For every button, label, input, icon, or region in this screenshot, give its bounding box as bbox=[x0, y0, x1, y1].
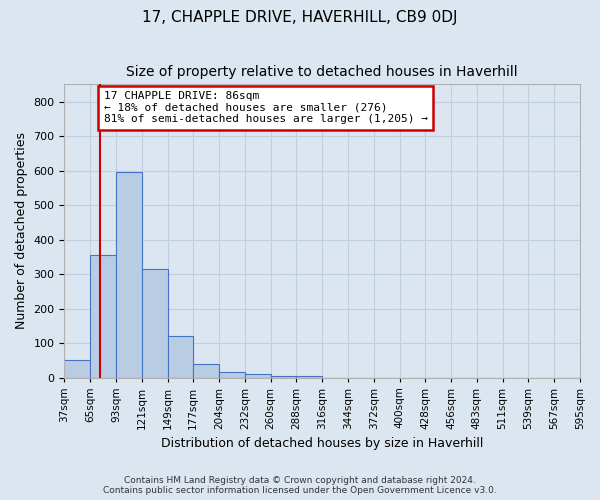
Text: Contains HM Land Registry data © Crown copyright and database right 2024.
Contai: Contains HM Land Registry data © Crown c… bbox=[103, 476, 497, 495]
Bar bbox=[116, 172, 142, 378]
Bar bbox=[219, 372, 245, 378]
Bar bbox=[64, 360, 90, 378]
Bar bbox=[271, 376, 296, 378]
X-axis label: Distribution of detached houses by size in Haverhill: Distribution of detached houses by size … bbox=[161, 437, 484, 450]
Bar bbox=[245, 374, 271, 378]
Y-axis label: Number of detached properties: Number of detached properties bbox=[15, 132, 28, 330]
Text: 17, CHAPPLE DRIVE, HAVERHILL, CB9 0DJ: 17, CHAPPLE DRIVE, HAVERHILL, CB9 0DJ bbox=[142, 10, 458, 25]
Bar bbox=[142, 269, 167, 378]
Bar bbox=[193, 364, 219, 378]
Bar bbox=[90, 255, 116, 378]
Text: 17 CHAPPLE DRIVE: 86sqm
← 18% of detached houses are smaller (276)
81% of semi-d: 17 CHAPPLE DRIVE: 86sqm ← 18% of detache… bbox=[104, 91, 428, 124]
Bar bbox=[296, 376, 322, 378]
Title: Size of property relative to detached houses in Haverhill: Size of property relative to detached ho… bbox=[127, 65, 518, 79]
Bar bbox=[167, 336, 193, 378]
